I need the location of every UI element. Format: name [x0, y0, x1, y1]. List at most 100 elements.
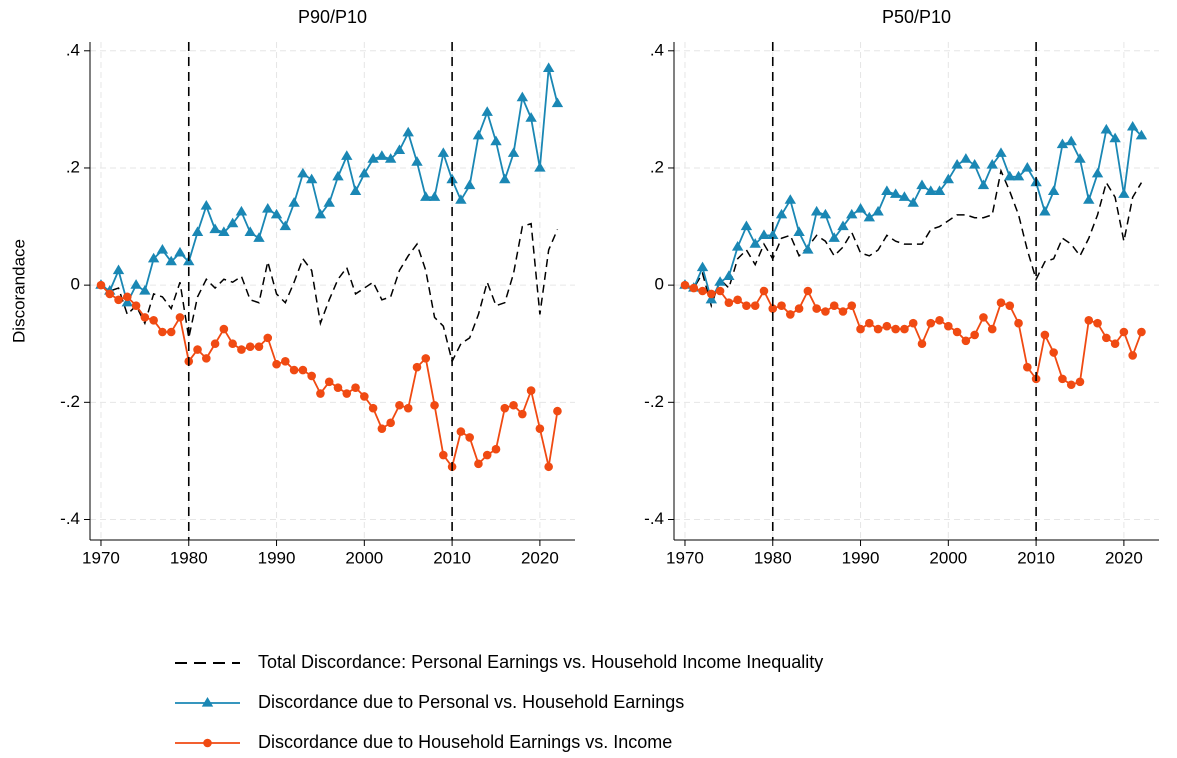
marker — [509, 400, 518, 410]
panel-title: P90/P10 — [298, 7, 367, 27]
marker — [1084, 315, 1094, 325]
marker — [802, 243, 814, 254]
marker — [1056, 138, 1069, 149]
marker — [420, 191, 432, 201]
marker — [749, 238, 761, 248]
marker — [680, 280, 690, 290]
marker — [289, 365, 299, 375]
legend-label: Discordance due to Household Earnings vs… — [258, 732, 672, 752]
marker — [341, 150, 353, 160]
marker — [1014, 318, 1023, 328]
marker — [412, 362, 422, 372]
marker — [288, 197, 300, 207]
marker — [376, 150, 388, 160]
marker — [279, 220, 292, 231]
marker — [193, 345, 202, 354]
marker — [750, 301, 760, 310]
marker — [430, 400, 439, 410]
marker — [821, 307, 830, 316]
marker — [1075, 377, 1085, 387]
y-tick-label: .2 — [650, 157, 664, 176]
y-tick-label: .4 — [66, 40, 80, 59]
marker — [149, 315, 158, 325]
marker — [828, 232, 840, 242]
marker — [490, 135, 502, 146]
marker — [970, 330, 979, 340]
marker — [960, 153, 972, 163]
y-tick-label: -.4 — [644, 509, 664, 528]
marker — [130, 279, 142, 289]
x-tick-label: 2010 — [433, 548, 471, 567]
marker — [933, 185, 946, 195]
marker — [1066, 380, 1076, 390]
marker — [767, 229, 779, 239]
marker — [979, 313, 988, 322]
marker — [262, 202, 274, 213]
marker — [714, 276, 726, 286]
y-tick-label: -.2 — [644, 392, 664, 411]
marker — [1021, 161, 1034, 172]
marker — [742, 301, 751, 310]
y-tick-label: .2 — [66, 157, 80, 176]
marker — [889, 188, 902, 198]
marker — [393, 144, 406, 154]
marker — [235, 205, 248, 216]
marker — [900, 324, 909, 334]
marker — [1083, 194, 1095, 204]
marker — [358, 167, 371, 178]
marker — [272, 359, 281, 369]
marker — [1065, 135, 1077, 146]
marker — [917, 339, 927, 349]
marker — [174, 246, 186, 257]
marker — [942, 173, 955, 184]
marker — [112, 264, 125, 275]
marker — [768, 304, 778, 313]
marker — [499, 173, 511, 184]
marker — [812, 304, 821, 313]
marker — [553, 406, 562, 416]
marker — [210, 339, 220, 349]
marker — [891, 324, 900, 334]
marker — [297, 167, 309, 178]
marker — [342, 389, 352, 398]
marker — [237, 345, 246, 354]
x-tick-label: 2010 — [1017, 548, 1055, 567]
marker — [525, 112, 537, 122]
x-tick-label: 2020 — [521, 548, 559, 567]
marker — [166, 327, 176, 337]
marker — [121, 296, 134, 307]
marker — [1012, 170, 1025, 181]
marker — [758, 229, 770, 239]
marker — [908, 318, 918, 328]
marker — [526, 386, 536, 395]
marker — [793, 226, 805, 237]
marker — [474, 459, 483, 469]
legend-label: Discordance due to Personal vs. Househol… — [258, 692, 684, 712]
marker — [951, 159, 963, 169]
y-tick-label: -.4 — [60, 509, 80, 528]
marker — [1023, 362, 1032, 372]
x-tick-label: 2000 — [345, 548, 383, 567]
legend-label: Total Discordance: Personal Earnings vs.… — [258, 652, 823, 672]
marker — [218, 226, 230, 237]
marker — [323, 197, 335, 207]
marker — [696, 261, 709, 272]
y-axis-label: Discorandace — [9, 239, 28, 343]
marker — [219, 324, 229, 334]
legend-marker — [203, 738, 212, 748]
marker — [377, 424, 387, 433]
marker — [270, 208, 283, 219]
marker — [898, 191, 911, 201]
marker — [465, 433, 474, 442]
marker — [491, 444, 501, 454]
marker — [1074, 153, 1086, 163]
marker — [244, 226, 256, 237]
marker — [156, 243, 169, 254]
marker — [314, 208, 327, 219]
marker — [854, 202, 867, 213]
series-line — [684, 168, 1143, 309]
marker — [482, 450, 492, 460]
marker — [131, 301, 141, 310]
marker — [977, 179, 990, 190]
